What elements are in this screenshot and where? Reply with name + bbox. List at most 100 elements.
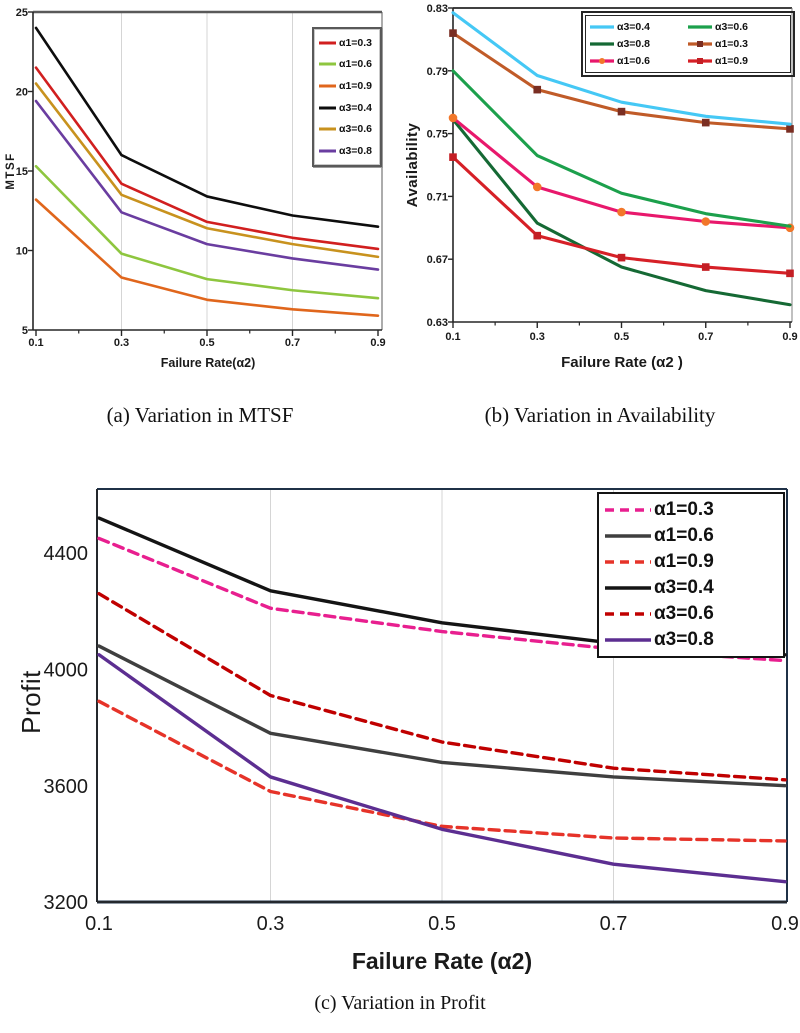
x-tick-label: 0.1 <box>28 337 43 349</box>
chart-profit: 4400 4000 3600 3200 0.1 0.3 0.5 0.7 0.9 Failure R… <box>0 462 800 1032</box>
series-line <box>34 99 380 271</box>
x-tick-label: 0.9 <box>771 913 799 935</box>
legend-item: α3=0.8 <box>590 38 688 50</box>
legend-item: α1=0.3 <box>319 37 378 49</box>
series-line <box>451 11 792 126</box>
legend-label: α3=0.6 <box>654 603 714 624</box>
legend-swatch <box>319 41 336 45</box>
legend-item: α3=0.8 <box>319 145 378 157</box>
y-tick-label: 0.75 <box>427 129 448 141</box>
profit-caption: (c) Variation in Profit <box>314 992 486 1014</box>
legend-label: α3=0.8 <box>339 145 373 158</box>
x-tick-label: 0.3 <box>530 331 545 343</box>
x-tick-label: 0.1 <box>85 913 113 935</box>
legend-label: α1=0.3 <box>654 499 714 520</box>
legend-swatch <box>590 58 614 65</box>
x-tick-label: 0.1 <box>445 331 460 343</box>
series-marker <box>532 182 542 192</box>
x-tick-label: 0.5 <box>428 913 456 935</box>
legend-label: α3=0.6 <box>715 20 749 33</box>
x-axis-title: Failure Rate (α2 ) <box>561 354 683 371</box>
y-tick-label: 0.71 <box>427 191 448 203</box>
legend-item: α3=0.6 <box>688 21 786 33</box>
legend-label: α1=0.3 <box>715 37 749 50</box>
legend-swatch <box>605 560 651 564</box>
x-tick-label: 0.5 <box>199 337 214 349</box>
legend-swatch <box>605 508 651 512</box>
legend-swatch <box>319 84 336 88</box>
legend-label: α1=0.6 <box>617 55 651 68</box>
series-marker <box>449 153 457 161</box>
x-tick-label: 0.7 <box>600 913 628 935</box>
y-tick-label: 25 <box>16 7 28 19</box>
x-tick-label: 0.7 <box>285 337 300 349</box>
y-tick-label: 0.79 <box>427 66 448 78</box>
legend-item: α3=0.6 <box>319 123 378 135</box>
legend-item: α3=0.4 <box>605 577 777 599</box>
x-axis-title: Failure Rate(α2) <box>161 356 256 370</box>
legend-swatch <box>688 25 712 29</box>
legend-label: α3=0.8 <box>617 37 651 50</box>
series-line <box>34 198 380 317</box>
x-axis-title: Failure Rate (α2) <box>352 948 532 974</box>
availability-caption: (b) Variation in Availability <box>484 403 716 427</box>
series-line <box>451 117 792 307</box>
y-axis-title: Profit <box>16 670 46 734</box>
x-tick-label: 0.7 <box>698 331 713 343</box>
top-charts-row: 25 20 15 10 5 0.1 0.3 0.5 0.7 0.9 Failure Rate(α2)… <box>0 0 800 460</box>
legend-swatch <box>590 25 614 29</box>
legend-item: α3=0.8 <box>605 629 777 651</box>
series-line <box>97 653 787 884</box>
y-tick-label: 10 <box>16 245 28 257</box>
series-line <box>97 592 787 782</box>
profit-legend: α1=0.3 α1=0.6 α1=0.9 α3=0.4 α3=0.6 α3=0.8 <box>597 492 785 658</box>
legend-label: α1=0.6 <box>339 58 373 71</box>
legend-label: α3=0.4 <box>617 20 651 33</box>
series-line <box>34 82 380 259</box>
legend-marker <box>599 58 605 65</box>
legend-label: α3=0.4 <box>654 577 714 598</box>
legend-swatch <box>605 638 651 642</box>
y-tick-label: 4400 <box>44 543 89 565</box>
legend-swatch <box>319 106 336 110</box>
mtsf-legend: α1=0.3 α1=0.6 α1=0.9 α3=0.4 α3=0.6 α3=0.8 <box>312 27 382 167</box>
y-axis-title: MTSF <box>5 152 17 189</box>
legend-label: α1=0.9 <box>715 55 749 68</box>
legend-swatch <box>605 534 651 538</box>
series-marker <box>617 207 626 217</box>
y-axis-title: Availability <box>404 123 421 208</box>
series-line <box>451 69 792 228</box>
series-marker <box>617 107 626 116</box>
series-marker <box>533 231 542 240</box>
legend-item: α1=0.3 <box>688 38 786 50</box>
series-marker <box>701 118 710 127</box>
x-tick-label: 0.5 <box>614 331 629 343</box>
y-tick-label: 0.63 <box>427 317 448 329</box>
x-tick-label: 0.3 <box>257 913 285 935</box>
legend-label: α1=0.3 <box>339 36 373 49</box>
y-tick-label: 4000 <box>44 660 89 682</box>
legend-label: α3=0.8 <box>654 629 714 650</box>
legend-swatch <box>319 62 336 66</box>
availability-legend: α3=0.4 α3=0.6 α3=0.8 α1=0.3 α1=0.6 α1=0.9 <box>581 11 795 77</box>
series-marker <box>448 113 458 123</box>
x-tick-label: 0.3 <box>114 337 129 349</box>
chart-mtsf: 25 20 15 10 5 0.1 0.3 0.5 0.7 0.9 Failure Rate(α2)… <box>0 0 400 460</box>
series-line <box>97 536 787 663</box>
series-marker <box>701 217 711 226</box>
legend-swatch <box>688 58 712 65</box>
series-marker <box>449 29 457 37</box>
legend-marker <box>697 58 703 65</box>
legend-swatch <box>605 586 651 590</box>
chart-availability: 0.83 0.79 0.75 0.71 0.67 0.63 0.1 0.3 0.5 0.7 0.9 F… <box>400 0 800 460</box>
legend-item: α3=0.4 <box>319 102 378 114</box>
legend-item: α1=0.9 <box>605 551 777 573</box>
series-line <box>34 26 380 228</box>
legend-item: α1=0.6 <box>319 58 378 70</box>
series-line <box>34 66 380 251</box>
x-tick-label: 0.9 <box>782 331 797 343</box>
series-line <box>97 699 787 843</box>
legend-item: α3=0.4 <box>590 21 688 33</box>
legend-swatch <box>319 149 336 153</box>
